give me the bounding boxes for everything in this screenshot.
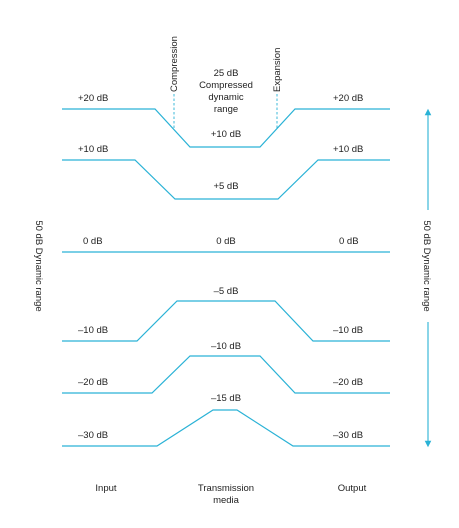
compressed-range-line-4: range bbox=[214, 104, 238, 115]
compression-guide: Compression bbox=[169, 36, 180, 128]
level-1-output-label: +10 dB bbox=[333, 144, 363, 155]
compressed-range-line-3: dynamic bbox=[208, 92, 244, 103]
level-0-media-label: +10 dB bbox=[211, 129, 241, 140]
level-0-output-label: +20 dB bbox=[333, 93, 363, 104]
level-0-input-label: +20 dB bbox=[78, 93, 108, 104]
media-column-label-line-1: Transmission bbox=[198, 483, 254, 494]
level-3-output-label: –10 dB bbox=[333, 325, 363, 336]
input-column-label: Input bbox=[95, 483, 116, 494]
level-4-trace bbox=[62, 355, 390, 394]
left-dynamic-range-label: 50 dB Dynamic range bbox=[33, 220, 44, 311]
compressed-range-line-1: 25 dB bbox=[214, 68, 239, 79]
level-3-input-label: –10 dB bbox=[78, 325, 108, 336]
level-3-trace bbox=[62, 300, 390, 342]
level-5-output-label: –30 dB bbox=[333, 430, 363, 441]
level-1-input-label: +10 dB bbox=[78, 144, 108, 155]
right-dynamic-range-label: 50 dB Dynamic range bbox=[421, 220, 432, 311]
output-column-label: Output bbox=[338, 483, 367, 494]
level-0: +20 dB +10 dB +20 dB bbox=[62, 93, 390, 148]
level-3: –10 dB –5 dB –10 dB bbox=[62, 286, 390, 342]
level-5: –30 dB –15 dB –30 dB bbox=[62, 393, 390, 447]
media-column-label-line-2: media bbox=[213, 495, 240, 506]
level-4: –20 dB –10 dB –20 dB bbox=[62, 341, 390, 394]
compressed-range-line-2: Compressed bbox=[199, 80, 253, 91]
right-dynamic-range: 50 dB Dynamic range bbox=[421, 108, 432, 448]
level-1: +10 dB +5 dB +10 dB bbox=[62, 144, 390, 200]
compressed-range-note: 25 dB Compressed dynamic range bbox=[199, 68, 253, 115]
expansion-label: Expansion bbox=[272, 48, 283, 92]
level-1-media-label: +5 dB bbox=[213, 181, 238, 192]
level-2-output-label: 0 dB bbox=[339, 236, 359, 247]
level-2-media-label: 0 dB bbox=[216, 236, 236, 247]
compression-label: Compression bbox=[169, 36, 180, 92]
level-3-media-label: –5 dB bbox=[214, 286, 239, 297]
expansion-guide: Expansion bbox=[272, 48, 283, 128]
level-0-trace bbox=[62, 108, 390, 148]
level-4-media-label: –10 dB bbox=[211, 341, 241, 352]
level-4-input-label: –20 dB bbox=[78, 377, 108, 388]
level-2: 0 dB 0 dB 0 dB bbox=[62, 236, 390, 253]
level-4-output-label: –20 dB bbox=[333, 377, 363, 388]
level-1-trace bbox=[62, 159, 390, 200]
level-5-input-label: –30 dB bbox=[78, 430, 108, 441]
level-5-trace bbox=[62, 409, 390, 447]
level-2-input-label: 0 dB bbox=[83, 236, 103, 247]
level-5-media-label: –15 dB bbox=[211, 393, 241, 404]
